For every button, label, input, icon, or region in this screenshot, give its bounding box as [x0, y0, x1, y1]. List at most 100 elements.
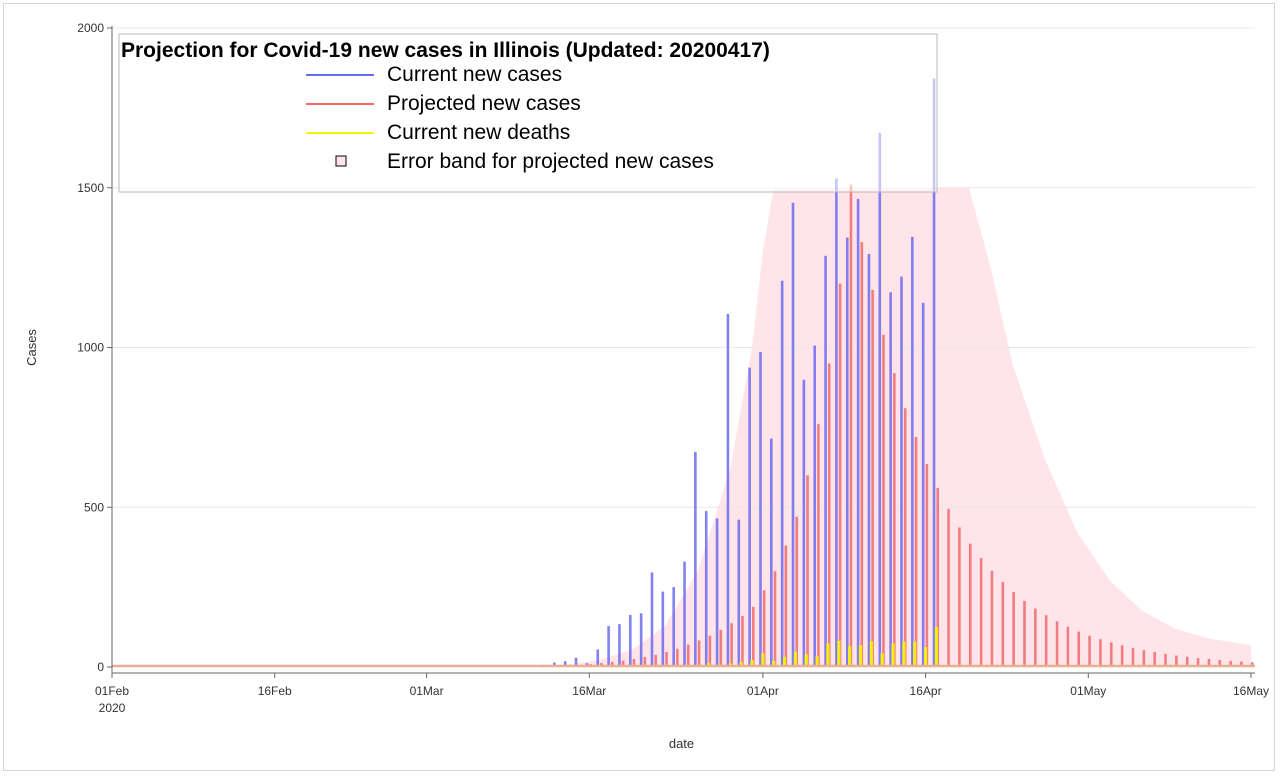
legend-box: [118, 33, 938, 193]
legend-label-error-band-for-projected-new-cases: Error band for projected new cases: [387, 150, 714, 173]
legend-label-current-new-deaths: Current new deaths: [387, 121, 570, 144]
bar-projected-cases-2020-03-23: [665, 651, 668, 667]
bar-projected-cases-2020-03-22: [654, 654, 657, 667]
legend-label-projected-new-cases: Projected new cases: [387, 92, 581, 115]
x-tick-label-16Apr: 16Apr: [910, 684, 942, 698]
bar-projected-cases-2020-03-19: [621, 660, 625, 667]
bar-projected-cases-2020-05-07: [1153, 651, 1156, 667]
bar-current-cases-2020-03-22: [650, 572, 654, 667]
bar-current-cases-2020-04-11: [867, 253, 871, 667]
bar-projected-cases-2020-04-04: [795, 516, 798, 667]
bar-projected-cases-2020-03-31: [752, 606, 755, 667]
bar-projected-cases-2020-05-10: [1185, 656, 1189, 667]
bar-current-cases-2020-03-14: [563, 661, 567, 667]
bar-projected-cases-2020-04-07: [827, 363, 831, 667]
bar-current-deaths-2020-04-01: [761, 653, 765, 667]
x-tick-label-01Mar: 01Mar: [410, 684, 444, 698]
bar-projected-cases-2020-03-30: [741, 615, 744, 667]
bar-projected-cases-2020-04-17: [936, 488, 940, 667]
x-tick-sublabel: 2020: [99, 701, 126, 715]
bar-projected-cases-2020-03-26: [697, 640, 701, 667]
bar-current-deaths-2020-04-17: [934, 627, 939, 667]
x-tick-label-16May: 16May: [1233, 684, 1269, 698]
bar-current-cases-2020-04-09: [845, 237, 849, 667]
bar-current-cases-2020-04-05: [802, 379, 806, 667]
bar-current-cases-2020-03-17: [596, 649, 600, 667]
bar-current-cases-2020-03-25: [683, 561, 686, 667]
bar-current-deaths-2020-04-12: [880, 653, 884, 667]
bar-current-cases-2020-04-08: [835, 178, 838, 668]
chart-title: Projection for Covid-19 new cases in Ill…: [121, 39, 770, 62]
bar-projected-cases-2020-05-09: [1175, 655, 1178, 667]
bar-current-cases-2020-03-18: [607, 626, 610, 667]
bar-projected-cases-2020-04-29: [1066, 626, 1070, 667]
bar-current-deaths-2020-04-04: [793, 651, 797, 667]
x-tick-label-01Feb: 01Feb: [95, 684, 129, 698]
bar-projected-cases-2020-04-03: [784, 545, 788, 667]
bar-projected-cases-2020-04-11: [871, 289, 874, 667]
axes: 0 500 1000 1500 2000 01Feb 2020 16Feb 01Mar 16Mar…: [77, 21, 1269, 715]
bar-projected-cases-2020-04-16: [925, 464, 929, 667]
bar-current-deaths-2020-04-11: [869, 641, 873, 667]
bar-current-cases-2020-03-24: [672, 587, 675, 668]
error-band-layer: [524, 187, 1251, 668]
bar-projected-cases-2020-05-05: [1131, 647, 1135, 667]
x-axis-label: date: [669, 736, 694, 751]
bar-projected-cases-2020-03-18: [610, 661, 614, 667]
bar-current-cases-2020-04-07: [824, 255, 827, 668]
bar-current-cases-2020-04-17: [932, 78, 936, 668]
bar-projected-cases-2020-03-25: [686, 644, 690, 667]
bar-projected-cases-2020-05-04: [1120, 645, 1124, 667]
bar-projected-cases-2020-04-19: [958, 527, 961, 667]
bar-current-cases-2020-04-03: [780, 280, 784, 667]
bar-projected-cases-2020-04-20: [968, 543, 972, 667]
bar-projected-cases-2020-04-23: [1001, 582, 1005, 667]
bar-projected-cases-2020-04-13: [893, 373, 896, 667]
bar-projected-cases-2020-04-08: [838, 283, 842, 667]
bar-projected-cases-2020-04-22: [990, 570, 994, 667]
bar-current-cases-2020-04-14: [900, 276, 903, 667]
bar-current-cases-2020-04-12: [878, 132, 882, 668]
bar-projected-cases-2020-04-26: [1034, 608, 1037, 667]
bar-projected-cases-2020-05-13: [1218, 659, 1222, 667]
bar-current-deaths-2020-04-03: [782, 656, 787, 667]
bar-current-deaths-2020-04-10: [858, 645, 863, 667]
bar-current-deaths-2020-04-06: [815, 656, 819, 667]
bar-projected-cases-2020-05-06: [1142, 650, 1146, 667]
y-tick-label-500: 500: [84, 500, 104, 514]
bar-current-deaths-2020-04-07: [826, 643, 830, 667]
bar-projected-cases-2020-04-10: [860, 242, 864, 667]
bar-projected-cases-2020-04-02: [773, 571, 777, 667]
bar-current-cases-2020-04-04: [791, 202, 795, 667]
bar-current-cases-2020-04-15: [911, 236, 914, 667]
bar-current-deaths-2020-04-08: [837, 640, 841, 667]
bar-current-cases-2020-03-31: [748, 367, 751, 667]
bar-projected-cases-2020-05-08: [1164, 653, 1167, 667]
x-tick-label-01Apr: 01Apr: [747, 684, 779, 698]
bar-projected-cases-2020-04-30: [1077, 631, 1081, 667]
bar-projected-cases-2020-05-12: [1207, 659, 1211, 667]
bar-projected-cases-2020-04-14: [903, 408, 907, 667]
bar-current-deaths-2020-04-14: [902, 641, 906, 667]
bar-current-cases-2020-04-06: [813, 345, 817, 667]
bar-current-cases-2020-04-16: [921, 302, 925, 667]
bars-layer: [509, 78, 1254, 668]
bar-projected-cases-2020-04-25: [1023, 600, 1026, 667]
bar-projected-cases-2020-04-05: [806, 475, 809, 667]
y-tick-label-1000: 1000: [77, 341, 104, 355]
bar-current-deaths-2020-04-05: [804, 654, 808, 667]
y-axis-label: Cases: [24, 329, 39, 366]
bar-projected-cases-2020-05-15: [1240, 661, 1243, 667]
bar-current-cases-2020-03-19: [618, 624, 621, 667]
bar-current-cases-2020-03-26: [694, 451, 697, 667]
legend-label-current-new-cases: Current new cases: [387, 63, 562, 86]
bar-current-cases-2020-03-28: [715, 518, 719, 667]
x-tick-label-01May: 01May: [1070, 684, 1106, 698]
bar-current-cases-2020-04-02: [770, 438, 773, 667]
x-tick-label-16Mar: 16Mar: [572, 684, 606, 698]
bar-current-cases-2020-03-21: [639, 613, 643, 667]
bar-current-deaths-2020-03-31: [750, 659, 754, 667]
bar-projected-cases-2020-04-27: [1044, 615, 1048, 667]
y-tick-label-0: 0: [97, 660, 104, 674]
